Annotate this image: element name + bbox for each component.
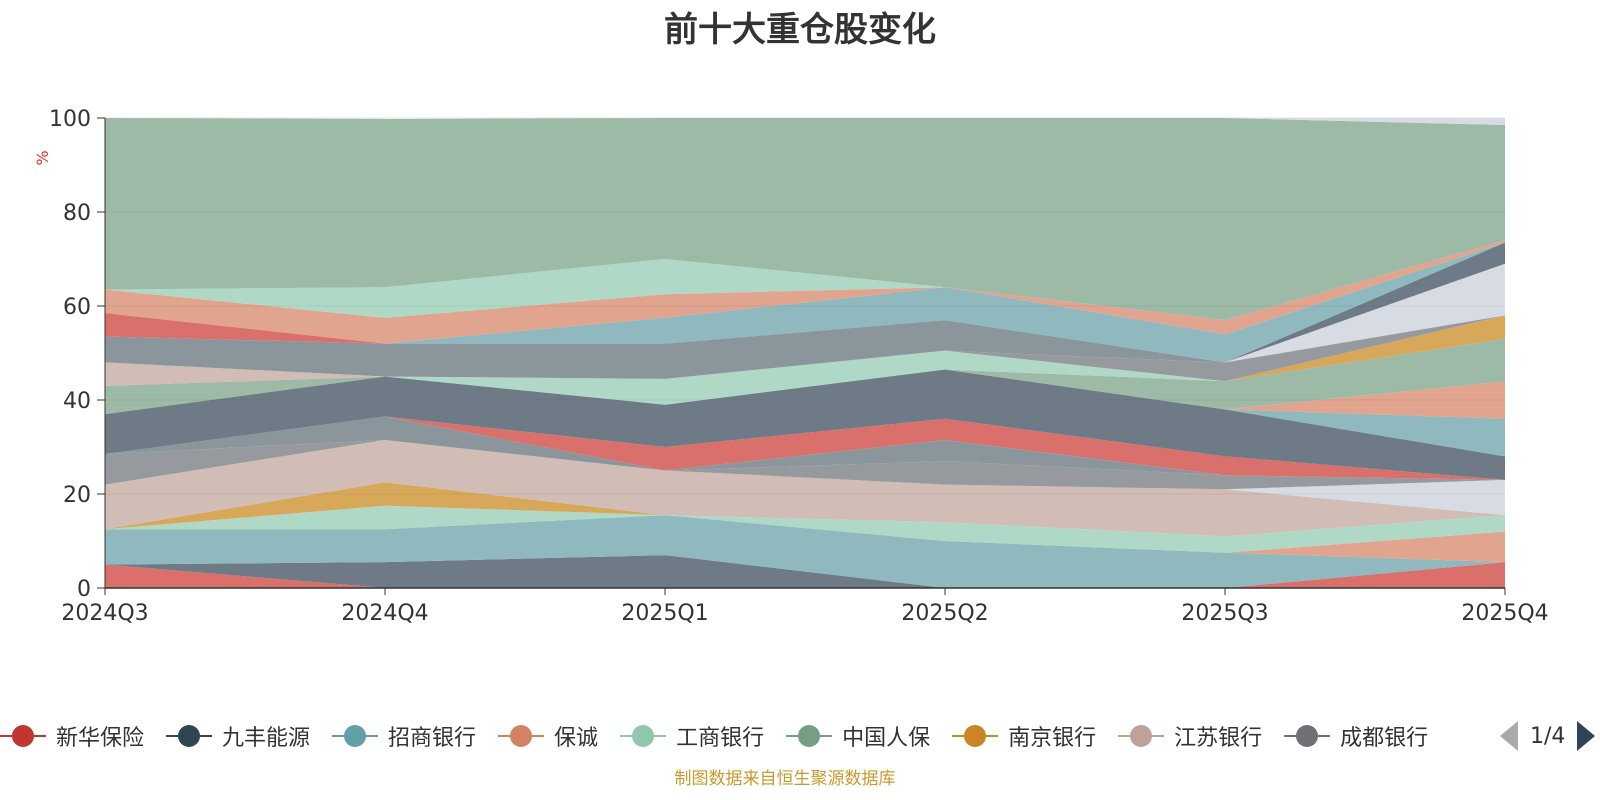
y-tick-label: 0 [77,577,91,602]
area-band [105,515,1505,563]
area-band [105,315,1505,379]
legend-label: 保诚 [554,726,599,751]
legend-item[interactable]: 中国人保 [786,716,930,756]
legend-pager: 1/4 [1500,720,1596,752]
y-tick-label: 80 [63,201,91,226]
legend-marker-icon [786,724,833,748]
area-band [105,315,1505,382]
legend-marker-icon [0,724,46,748]
area-band [105,118,1505,321]
legend: 新华保险 九丰能源 招商银行 保诚 工商银行 中国人保 南京银行 江苏银行 成都银行 1/4 [0,716,1600,756]
area-band [105,240,1505,321]
legend-page-indicator: 1/4 [1530,723,1566,749]
legend-label: 工商银行 [676,726,765,751]
y-tick-label: 20 [63,483,91,508]
legend-item[interactable]: 成都银行 [1284,716,1428,756]
legend-marker-icon [166,724,213,748]
area-band [105,315,1505,405]
legend-label: 江苏银行 [1174,726,1263,751]
legend-prev-icon[interactable] [1500,721,1518,751]
area-band [105,369,1505,419]
y-tick-label: 60 [63,295,91,320]
area-band [105,315,1505,386]
legend-item[interactable]: 保诚 [498,716,598,756]
legend-label: 九丰能源 [222,726,311,751]
legend-label: 南京银行 [1008,726,1097,751]
legend-marker-icon [1118,724,1165,748]
legend-item[interactable]: 新华保险 [0,716,144,756]
y-tick-label: 40 [63,389,91,414]
legend-label: 新华保险 [56,726,145,751]
legend-marker-icon [332,724,379,748]
area-band [105,439,1505,490]
area-band [105,240,1505,344]
x-tick-label: 2024Q4 [341,601,428,626]
area-band [105,505,1505,553]
area-band [105,439,1505,537]
chart-title: 前十大重仓股变化 [664,10,936,50]
y-tick-label: 100 [49,107,91,132]
legend-item[interactable]: 南京银行 [952,716,1096,756]
legend-item[interactable]: 九丰能源 [166,716,310,756]
area-band [105,482,1505,537]
legend-marker-icon [952,724,999,748]
area-band [105,416,1505,480]
legend-label: 中国人保 [842,726,931,751]
source-note: 制图数据来自恒生聚源数据库 [674,769,896,789]
x-tick-label: 2025Q4 [1461,601,1548,626]
area-band [105,562,1505,588]
area-band [105,338,1505,415]
legend-marker-icon [1284,724,1331,748]
x-tick-label: 2025Q3 [1181,601,1268,626]
area-band [105,515,1505,588]
area-band [105,118,1505,126]
legend-item[interactable]: 工商银行 [620,716,764,756]
x-tick-label: 2025Q1 [621,601,708,626]
legend-marker-icon [498,724,545,748]
legend-marker-icon [620,724,667,748]
legend-label: 成都银行 [1340,726,1429,751]
y-axis-label: % [33,150,52,165]
legend-items: 新华保险 九丰能源 招商银行 保诚 工商银行 中国人保 南京银行 江苏银行 成都银行 [0,716,1480,756]
area-band [105,416,1505,480]
legend-item[interactable]: 江苏银行 [1118,716,1262,756]
x-tick-label: 2025Q2 [901,601,988,626]
legend-item[interactable]: 招商银行 [332,716,476,756]
x-tick-label: 2024Q3 [61,601,148,626]
area-band [105,369,1505,480]
legend-next-icon[interactable] [1577,721,1596,751]
legend-label: 招商银行 [388,726,477,751]
